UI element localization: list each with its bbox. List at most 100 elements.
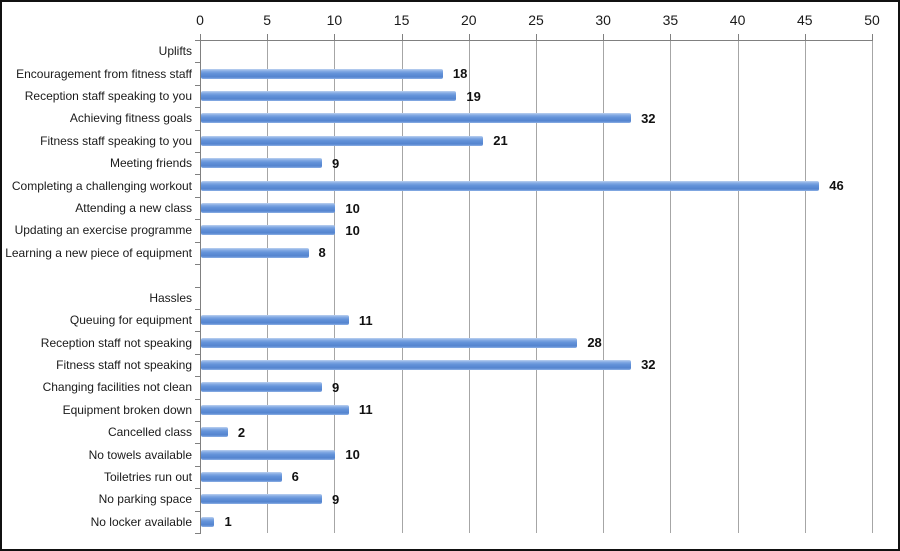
value-label: 9 [331, 491, 340, 507]
category-label: Fitness staff speaking to you [40, 133, 192, 148]
category-tick-mark [195, 533, 200, 534]
category-label: Fitness staff not speaking [56, 357, 192, 372]
category-label: Learning a new piece of equipment [5, 245, 192, 260]
bar [201, 180, 820, 191]
category-tick-mark [195, 196, 200, 198]
vertical-gridline [804, 40, 806, 533]
category-label: No locker available [90, 514, 192, 529]
category-tick-mark [195, 353, 200, 355]
x-axis-tick-mark [536, 34, 537, 40]
category-label: Changing facilities not clean [42, 380, 192, 395]
category-tick-mark [195, 420, 200, 422]
category-tick-mark [195, 62, 200, 64]
vertical-gridline [670, 40, 672, 533]
x-axis-tick-label: 10 [326, 12, 343, 28]
category-tick-mark [195, 465, 200, 467]
bar [201, 471, 282, 482]
vertical-gridline [603, 40, 605, 533]
x-axis-tick-label: 45 [797, 12, 813, 28]
category-label: Attending a new class [75, 201, 192, 216]
category-tick-mark [195, 308, 200, 310]
vertical-gridline [334, 40, 336, 533]
category-tick-mark [195, 488, 200, 490]
bar [201, 315, 349, 326]
value-label: 21 [493, 133, 508, 149]
category-tick-mark [195, 510, 200, 512]
x-axis-tick-label: 5 [263, 12, 272, 28]
x-axis-tick-label: 30 [595, 12, 611, 28]
category-tick-mark [195, 331, 200, 333]
category-tick-mark [195, 219, 200, 221]
x-axis-tick-mark [737, 34, 739, 40]
value-label: 46 [829, 178, 844, 194]
category-label: Queuing for equipment [69, 313, 192, 328]
category-label: Hassles [149, 290, 192, 305]
x-axis-tick-label: 0 [196, 12, 204, 28]
bar [201, 225, 336, 236]
x-axis-tick-mark [872, 34, 873, 40]
bar [201, 135, 484, 146]
value-label: 11 [358, 312, 373, 328]
x-axis-tick-mark [200, 34, 201, 40]
value-label: 10 [345, 200, 360, 216]
vertical-gridline [401, 40, 403, 533]
category-label: Reception staff speaking to you [24, 89, 192, 104]
bar [201, 359, 632, 370]
bar [201, 449, 336, 460]
value-label: 2 [237, 424, 246, 440]
category-tick-mark [195, 241, 200, 243]
category-tick-mark [195, 40, 200, 41]
bar [201, 427, 228, 438]
bar [201, 382, 322, 393]
category-label: Completing a challenging workout [11, 178, 192, 193]
x-axis-tick-label: 40 [729, 12, 746, 28]
x-axis-tick-label: 20 [461, 12, 477, 28]
category-tick-mark [195, 129, 200, 131]
category-label: Uplifts [158, 44, 192, 59]
value-label: 9 [331, 155, 340, 171]
bar [201, 404, 349, 415]
category-label: Equipment broken down [62, 402, 192, 417]
value-label: 1 [224, 514, 232, 530]
value-label: 8 [318, 245, 326, 261]
value-label: 11 [358, 402, 373, 418]
vertical-gridline [872, 40, 873, 533]
x-axis-tick-mark [334, 34, 336, 40]
x-axis-tick-mark [804, 34, 806, 40]
value-label: 10 [345, 447, 360, 463]
category-label: Achieving fitness goals [69, 111, 192, 126]
bar [201, 91, 457, 102]
x-axis-tick-label: 50 [864, 12, 880, 28]
value-label: 32 [641, 110, 656, 126]
x-axis-tick-label: 35 [662, 12, 679, 28]
category-tick-mark [195, 398, 200, 400]
bar [201, 247, 309, 258]
category-label: Meeting friends [109, 156, 192, 171]
category-tick-mark [195, 174, 200, 176]
category-tick-mark [195, 264, 200, 266]
value-label: 18 [452, 66, 468, 82]
bar [201, 68, 443, 79]
x-axis-tick-mark [401, 34, 403, 40]
value-label: 19 [466, 88, 481, 104]
category-label: Toiletries run out [103, 469, 192, 484]
category-label: Encouragement from fitness staff [16, 66, 192, 81]
value-label: 10 [345, 222, 360, 238]
category-label: No towels available [88, 447, 192, 462]
bar [201, 337, 578, 348]
category-tick-mark [195, 286, 200, 288]
value-axis-line [200, 40, 873, 41]
vertical-gridline [536, 40, 537, 533]
category-tick-mark [195, 376, 200, 378]
value-label: 28 [587, 335, 602, 351]
vertical-gridline [267, 40, 269, 533]
vertical-gridline [468, 40, 470, 533]
x-axis-tick-mark [603, 34, 605, 40]
x-axis-tick-mark [670, 34, 672, 40]
category-tick-mark [195, 107, 200, 109]
x-axis-tick-mark [468, 34, 470, 40]
vertical-gridline [737, 40, 739, 533]
value-label: 9 [331, 379, 340, 395]
